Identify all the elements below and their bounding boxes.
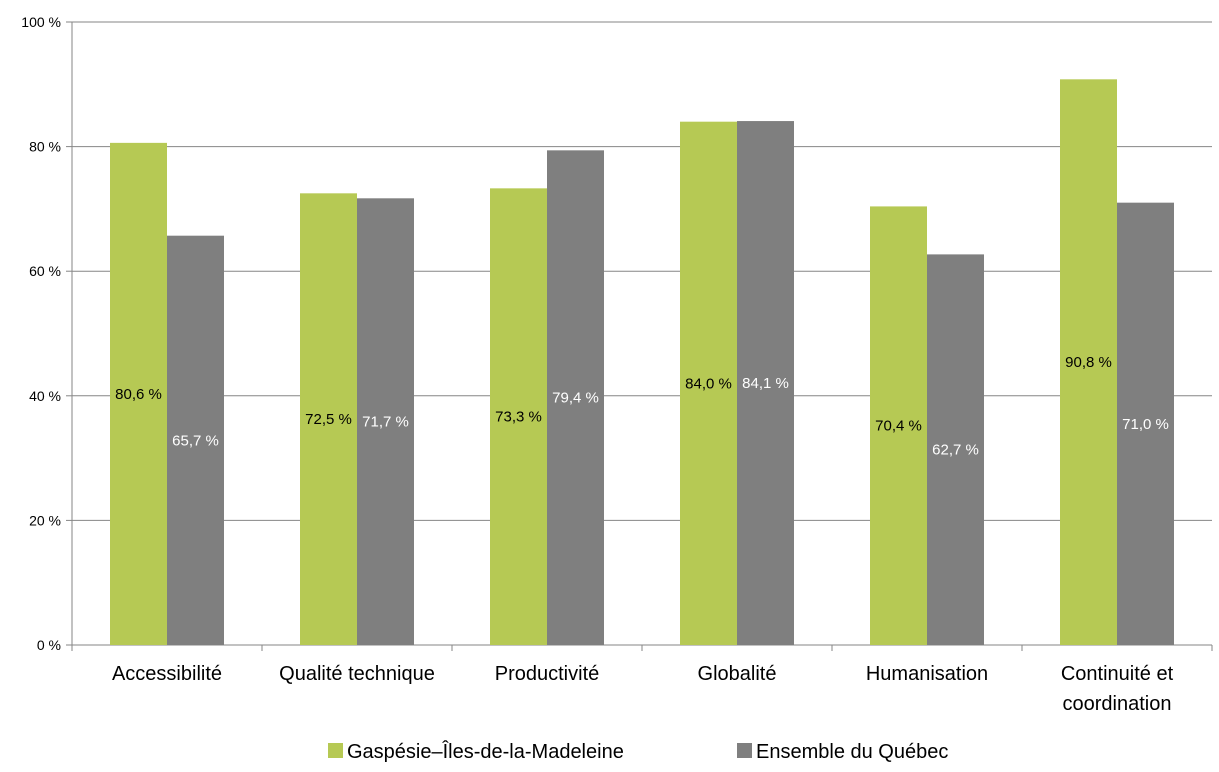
y-tick-label: 0 % bbox=[37, 637, 61, 653]
data-label: 79,4 % bbox=[552, 390, 599, 407]
x-category-label: Continuité et bbox=[1061, 663, 1174, 685]
data-label: 84,1 % bbox=[742, 375, 789, 392]
data-label: 62,7 % bbox=[932, 442, 979, 459]
data-label: 80,6 % bbox=[115, 386, 162, 403]
bar-gaspesie bbox=[300, 193, 357, 645]
data-label: 70,4 % bbox=[875, 418, 922, 435]
legend-label: Ensemble du Québec bbox=[756, 741, 948, 763]
y-tick-label: 40 % bbox=[29, 388, 61, 404]
x-category-label: Qualité technique bbox=[279, 663, 435, 685]
data-label: 71,7 % bbox=[362, 414, 409, 431]
legend-swatch bbox=[737, 743, 752, 758]
data-label: 72,5 % bbox=[305, 411, 352, 428]
bar-gaspesie bbox=[870, 206, 927, 645]
bar-gaspesie bbox=[1060, 79, 1117, 646]
data-label: 65,7 % bbox=[172, 432, 219, 449]
bar-gaspesie bbox=[680, 121, 737, 646]
bar-quebec bbox=[737, 121, 794, 645]
data-label: 90,8 % bbox=[1065, 354, 1112, 371]
x-category-label: Humanisation bbox=[866, 663, 988, 685]
x-category-label: coordination bbox=[1063, 693, 1172, 715]
bar-gaspesie bbox=[490, 188, 547, 645]
x-category-label: Productivité bbox=[495, 663, 600, 685]
y-tick-label: 20 % bbox=[29, 512, 61, 528]
data-label: 84,0 % bbox=[685, 375, 732, 392]
y-tick-label: 60 % bbox=[29, 263, 61, 279]
bar-quebec bbox=[927, 254, 984, 645]
bar-quebec bbox=[1117, 202, 1174, 646]
bar-gaspesie bbox=[110, 142, 167, 645]
legend-label: Gaspésie–Îles-de-la-Madeleine bbox=[347, 740, 624, 763]
y-tick-label: 80 % bbox=[29, 139, 61, 155]
y-tick-label: 100 % bbox=[21, 14, 61, 30]
bar-quebec bbox=[167, 235, 224, 645]
data-label: 71,0 % bbox=[1122, 416, 1169, 433]
bar-quebec bbox=[547, 150, 604, 645]
bar-quebec bbox=[357, 198, 414, 645]
x-category-label: Globalité bbox=[698, 663, 777, 685]
legend-swatch bbox=[328, 743, 343, 758]
data-label: 73,3 % bbox=[495, 409, 542, 426]
x-category-label: Accessibilité bbox=[112, 663, 222, 685]
